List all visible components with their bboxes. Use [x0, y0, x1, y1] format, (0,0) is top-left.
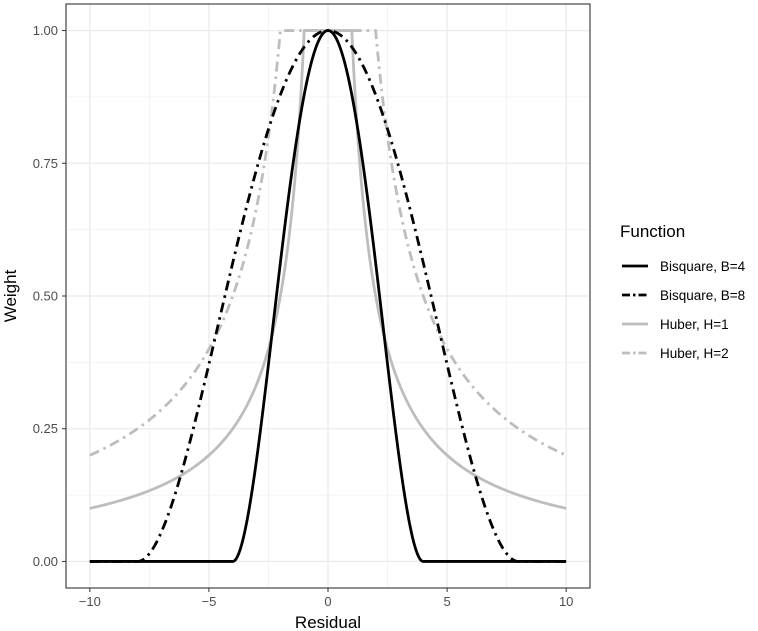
y-tick-label: 0.50	[33, 289, 58, 304]
x-tick-label: 10	[559, 594, 573, 609]
legend-label-huber-h-1: Huber, H=1	[660, 317, 729, 332]
x-axis-title: Residual	[295, 613, 361, 631]
major-gridlines	[66, 4, 590, 588]
x-tick-label: 5	[443, 594, 450, 609]
x-tick-label: 0	[324, 594, 331, 609]
legend-label-bisquare-b-8: Bisquare, B=8	[660, 288, 745, 303]
x-tick-label: −5	[201, 594, 216, 609]
legend-items: Bisquare, B=4 Bisquare, B=8 Huber, H=1 Hube…	[622, 259, 746, 361]
series-line-bisquare-b-8	[89, 29, 567, 563]
y-axis-title: Weight	[1, 269, 20, 322]
legend-label-huber-h-2: Huber, H=2	[660, 346, 729, 361]
y-tick-label: 1.00	[33, 23, 58, 38]
legend-label-bisquare-b-4: Bisquare, B=4	[660, 259, 746, 274]
y-axis: 0.00 0.25 0.50 0.75 1.00	[33, 23, 66, 569]
x-axis: −10 −5 0 5 10	[79, 588, 573, 609]
x-tick-label: −10	[79, 594, 101, 609]
y-tick-label: 0.25	[33, 421, 58, 436]
series-line-huber-h-2	[89, 29, 567, 457]
legend: Function Bisquare, B=4 Bisquare, B=8 Huber…	[620, 222, 746, 361]
plot-panel	[65, 3, 591, 589]
series-lines	[89, 29, 567, 563]
y-tick-label: 0.75	[33, 156, 58, 171]
legend-title: Function	[620, 222, 685, 241]
y-tick-label: 0.00	[33, 554, 58, 569]
